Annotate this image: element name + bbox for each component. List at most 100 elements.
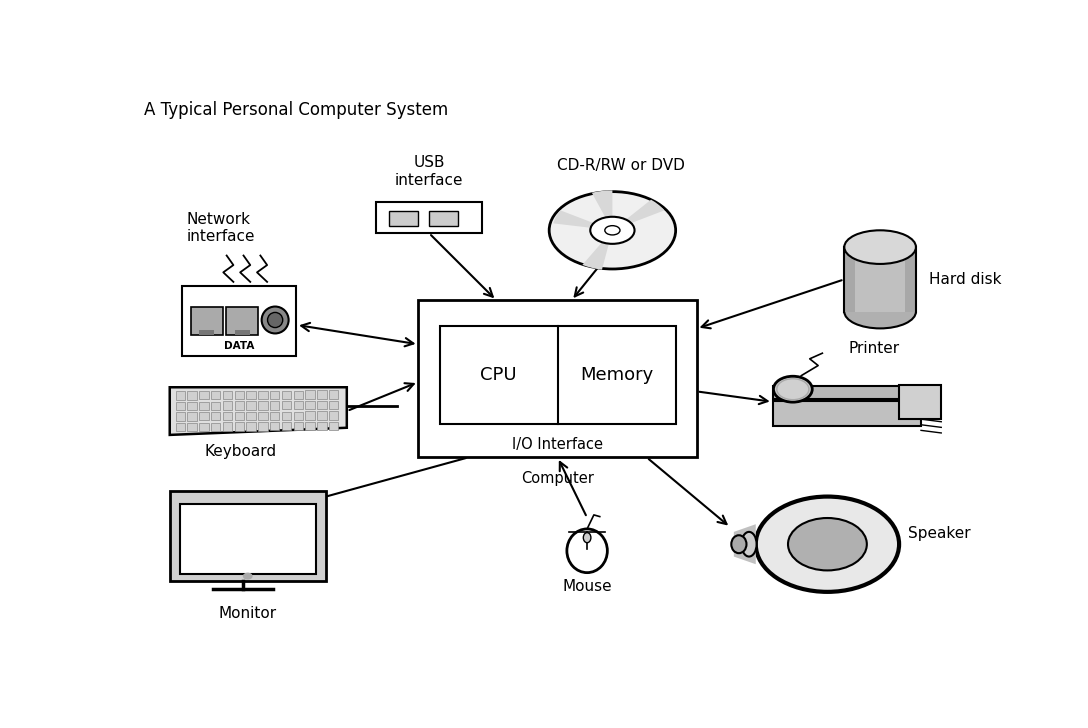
Bar — [247, 412, 256, 420]
Bar — [247, 401, 256, 410]
Text: Printer: Printer — [849, 341, 900, 355]
Bar — [211, 422, 220, 431]
Bar — [211, 412, 220, 420]
Bar — [306, 390, 314, 399]
Bar — [258, 401, 268, 410]
Bar — [282, 391, 292, 399]
Bar — [270, 411, 280, 420]
Bar — [294, 401, 302, 409]
Bar — [187, 412, 197, 421]
Bar — [270, 422, 280, 430]
Bar — [226, 307, 258, 335]
Text: CD-R/RW or DVD: CD-R/RW or DVD — [557, 158, 684, 173]
Text: Computer: Computer — [521, 471, 594, 486]
Bar — [235, 391, 244, 399]
Bar — [199, 391, 209, 400]
Bar — [899, 385, 941, 419]
Wedge shape — [553, 210, 613, 230]
Bar — [175, 402, 185, 410]
Bar — [376, 202, 482, 233]
Bar — [282, 411, 292, 420]
Text: Network
interface: Network interface — [187, 212, 255, 245]
Circle shape — [244, 574, 252, 579]
Bar — [183, 286, 296, 357]
Bar — [180, 505, 316, 574]
Bar — [175, 423, 185, 431]
Bar — [905, 247, 916, 312]
Bar — [235, 401, 244, 410]
Bar — [294, 390, 302, 399]
Bar — [306, 411, 314, 420]
Bar — [329, 422, 338, 430]
Ellipse shape — [605, 226, 620, 235]
Text: CPU: CPU — [480, 365, 517, 384]
Bar — [258, 422, 268, 430]
Text: USB
interface: USB interface — [395, 155, 463, 188]
Ellipse shape — [777, 379, 808, 400]
Bar — [306, 422, 314, 430]
Bar — [318, 411, 326, 420]
Bar — [294, 422, 302, 430]
Text: Speaker: Speaker — [907, 526, 970, 540]
Wedge shape — [582, 230, 613, 269]
Bar — [419, 301, 696, 457]
Bar — [318, 390, 326, 399]
Bar — [306, 401, 314, 409]
Bar — [199, 423, 209, 431]
Bar — [294, 411, 302, 420]
Bar — [258, 412, 268, 420]
Bar — [223, 391, 232, 400]
Bar — [270, 401, 280, 410]
Bar — [844, 247, 916, 312]
Bar — [187, 402, 197, 410]
Bar — [175, 412, 185, 421]
Bar — [270, 391, 280, 399]
Ellipse shape — [731, 535, 746, 553]
Ellipse shape — [261, 306, 288, 333]
Bar — [329, 401, 338, 409]
Bar — [223, 402, 232, 410]
Bar — [187, 391, 197, 400]
Bar — [211, 391, 220, 400]
Bar — [772, 400, 922, 427]
Ellipse shape — [741, 532, 756, 556]
Circle shape — [788, 518, 867, 571]
Text: A Typical Personal Computer System: A Typical Personal Computer System — [145, 101, 448, 119]
Polygon shape — [733, 524, 756, 564]
Bar — [318, 401, 326, 409]
Ellipse shape — [774, 376, 813, 402]
Ellipse shape — [549, 191, 676, 269]
Circle shape — [756, 496, 899, 592]
Bar — [282, 422, 292, 430]
Text: Keyboard: Keyboard — [205, 444, 276, 459]
Bar — [199, 402, 209, 410]
Bar — [235, 422, 244, 431]
Bar — [170, 491, 325, 581]
Bar — [282, 401, 292, 409]
Text: DATA: DATA — [224, 341, 255, 352]
Bar — [318, 422, 326, 430]
Bar — [390, 210, 418, 226]
Bar — [772, 386, 922, 399]
Bar — [211, 402, 220, 410]
Text: Memory: Memory — [580, 365, 653, 384]
Ellipse shape — [567, 529, 607, 573]
Polygon shape — [170, 387, 347, 435]
Ellipse shape — [844, 295, 916, 328]
Bar — [223, 422, 232, 431]
Bar — [440, 325, 676, 424]
Bar — [223, 412, 232, 420]
Bar — [199, 412, 209, 421]
Bar — [247, 422, 256, 431]
Bar — [329, 390, 338, 399]
Bar — [187, 423, 197, 431]
Bar — [190, 307, 223, 335]
Bar — [258, 391, 268, 399]
Text: Mouse: Mouse — [562, 579, 611, 594]
Text: Hard disk: Hard disk — [928, 272, 1001, 287]
Bar — [844, 247, 855, 312]
Bar — [175, 392, 185, 400]
Ellipse shape — [844, 230, 916, 264]
Bar — [235, 412, 244, 420]
Bar — [329, 411, 338, 419]
